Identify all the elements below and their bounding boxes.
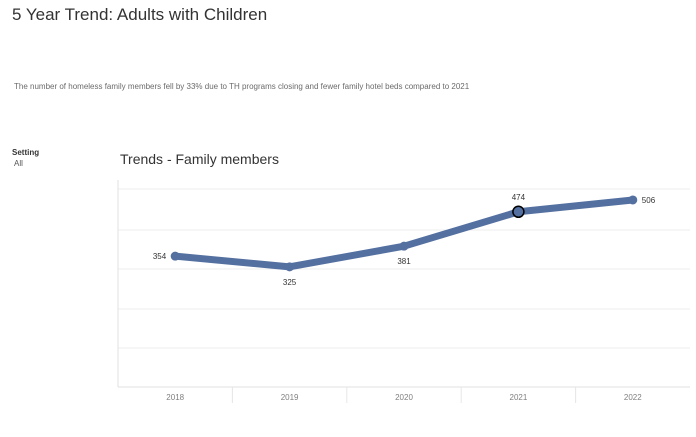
data-point <box>628 195 638 205</box>
page-title: 5 Year Trend: Adults with Children <box>12 5 268 24</box>
data-label: 325 <box>283 278 297 287</box>
x-tick-label: 2019 <box>281 393 299 402</box>
x-tick-label: 2022 <box>624 393 642 402</box>
data-label: 474 <box>512 193 526 202</box>
x-tick-label: 2021 <box>510 393 528 402</box>
data-label: 381 <box>397 257 411 266</box>
data-point <box>399 241 409 251</box>
data-label: 506 <box>642 196 656 205</box>
highlighted-data-point <box>512 205 525 219</box>
filter-label: Setting <box>12 148 40 157</box>
data-label: 354 <box>153 252 167 261</box>
x-tick-label: 2018 <box>166 393 184 402</box>
x-tick-label: 2020 <box>395 393 413 402</box>
data-point <box>285 262 295 272</box>
data-point <box>170 251 180 261</box>
setting-filter[interactable]: Setting All <box>12 148 39 168</box>
filter-value[interactable]: All <box>14 159 23 168</box>
chart-title: Trends - Family members <box>120 151 279 167</box>
page-subtitle: The number of homeless family members fe… <box>14 82 470 91</box>
